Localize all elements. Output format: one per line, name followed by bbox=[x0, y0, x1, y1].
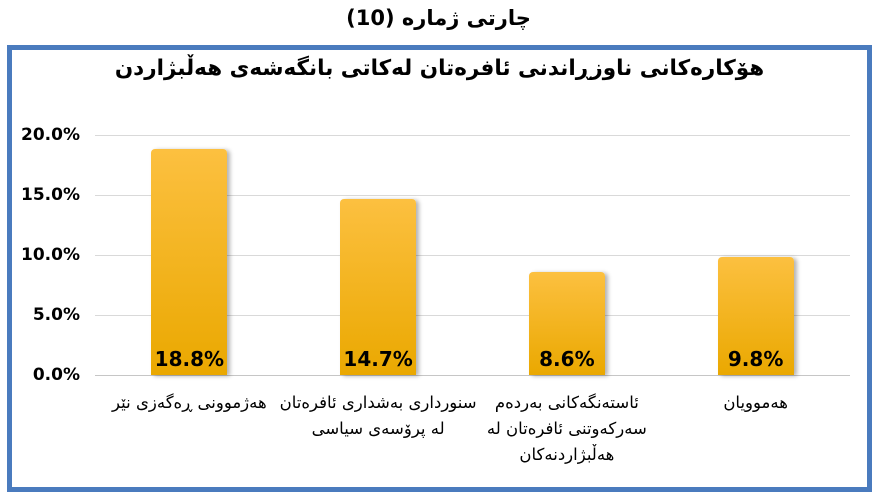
x-category-label: هەژموونی ڕەگەزی نێر bbox=[112, 393, 267, 412]
x-category-label: ئاستەنگەکانی بەردەم سەرکەوتنی ئافرەتان ل… bbox=[486, 393, 647, 464]
page-title: چارتی ژماره (10) bbox=[346, 6, 531, 30]
plot-area: هۆکارەکانی ناوزڕاندنی ئافرەتان لەکاتی با… bbox=[12, 50, 867, 487]
bar: 18.8% bbox=[151, 149, 228, 375]
x-category-label: هەموویان bbox=[723, 393, 788, 412]
y-tick-label: 5.0% bbox=[32, 305, 80, 325]
bar-value-label: 14.7% bbox=[343, 346, 413, 371]
x-category-label: سنورداری بەشداری ئافرەتان لە پرۆسەی سیاس… bbox=[279, 393, 477, 438]
y-gridline bbox=[95, 195, 850, 196]
y-gridline bbox=[95, 315, 850, 316]
y-gridline bbox=[95, 255, 850, 256]
bar: 9.8% bbox=[717, 257, 794, 375]
chart-frame: هۆکارەکانی ناوزڕاندنی ئافرەتان لەکاتی با… bbox=[7, 45, 872, 492]
y-tick-label: 20.0% bbox=[21, 125, 80, 145]
bar-value-label: 8.6% bbox=[539, 346, 595, 371]
bar: 8.6% bbox=[528, 271, 605, 375]
y-tick-label: 15.0% bbox=[21, 185, 80, 205]
bar-value-label: 9.8% bbox=[727, 346, 784, 371]
x-axis-line bbox=[95, 375, 850, 376]
chart-title: هۆکارەکانی ناوزڕاندنی ئافرەتان لەکاتی با… bbox=[114, 56, 765, 81]
bar-value-label: 18.8% bbox=[154, 346, 225, 371]
y-tick-label: 10.0% bbox=[21, 245, 80, 265]
y-gridline bbox=[95, 135, 850, 136]
y-tick-label: 0.0% bbox=[32, 365, 80, 385]
bar: 14.7% bbox=[340, 198, 417, 375]
